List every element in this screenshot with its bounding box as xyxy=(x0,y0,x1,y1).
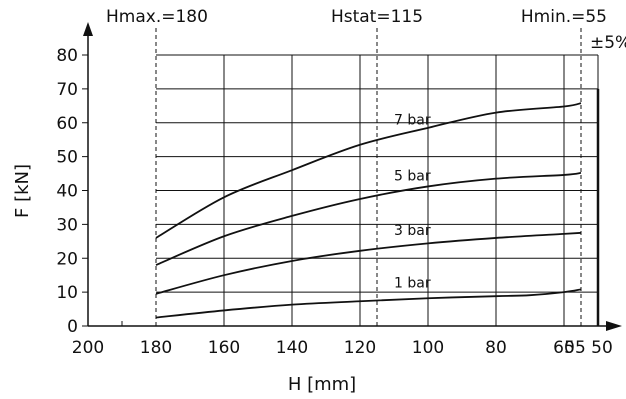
x-tick-label-80: 80 xyxy=(485,338,507,358)
y-tick-label-0: 0 xyxy=(67,317,78,337)
y-tick-label-20: 20 xyxy=(56,249,78,269)
x-axis-label: H [mm] xyxy=(288,374,356,395)
tolerance-label: ±5% xyxy=(590,33,626,53)
y-tick-label-10: 10 xyxy=(56,283,78,303)
x-tick-label-50: 50 xyxy=(591,338,613,358)
axes xyxy=(83,22,622,331)
y-tick-label-70: 70 xyxy=(56,80,78,100)
x-tick-label-180: 180 xyxy=(140,338,172,358)
series-line-3-bar xyxy=(155,231,582,295)
series-label-3-bar: 3 bar xyxy=(394,223,431,239)
y-tick-label-30: 30 xyxy=(56,215,78,235)
y-axis-arrow xyxy=(83,22,93,36)
series-label-7-bar: 7 bar xyxy=(394,112,431,128)
reference-label-55: Hmin.=55 xyxy=(521,7,607,27)
reference-lines: Hmax.=180 Hstat=115 Hmin.=55 xyxy=(106,7,607,326)
series-line-7-bar xyxy=(155,102,582,239)
y-tick-label-40: 40 xyxy=(56,182,78,202)
x-tick-label-200: 200 xyxy=(72,338,104,358)
x-axis-arrow xyxy=(606,321,622,331)
x-tick-label-120: 120 xyxy=(344,338,376,358)
series-group: 1 bar 3 bar 5 bar 7 bar xyxy=(155,102,582,319)
x-tick-label-55: 55 xyxy=(564,338,586,358)
x-tick-label-100: 100 xyxy=(412,338,444,358)
x-tick-label-140: 140 xyxy=(276,338,308,358)
y-tick-label-50: 50 xyxy=(56,148,78,168)
x-tick-label-160: 160 xyxy=(208,338,240,358)
y-tick-label-60: 60 xyxy=(56,114,78,134)
series-label-5-bar: 5 bar xyxy=(394,169,431,185)
series-label-1-bar: 1 bar xyxy=(394,276,431,292)
reference-label-180: Hmax.=180 xyxy=(106,7,208,27)
series-line-5-bar xyxy=(155,171,582,266)
y-axis-label: F [kN] xyxy=(12,164,33,218)
y-tick-label-80: 80 xyxy=(56,46,78,66)
reference-label-115: Hstat=115 xyxy=(331,7,423,27)
series-line-1-bar xyxy=(155,288,582,319)
x-tick-label-60: 60 xyxy=(553,338,575,358)
